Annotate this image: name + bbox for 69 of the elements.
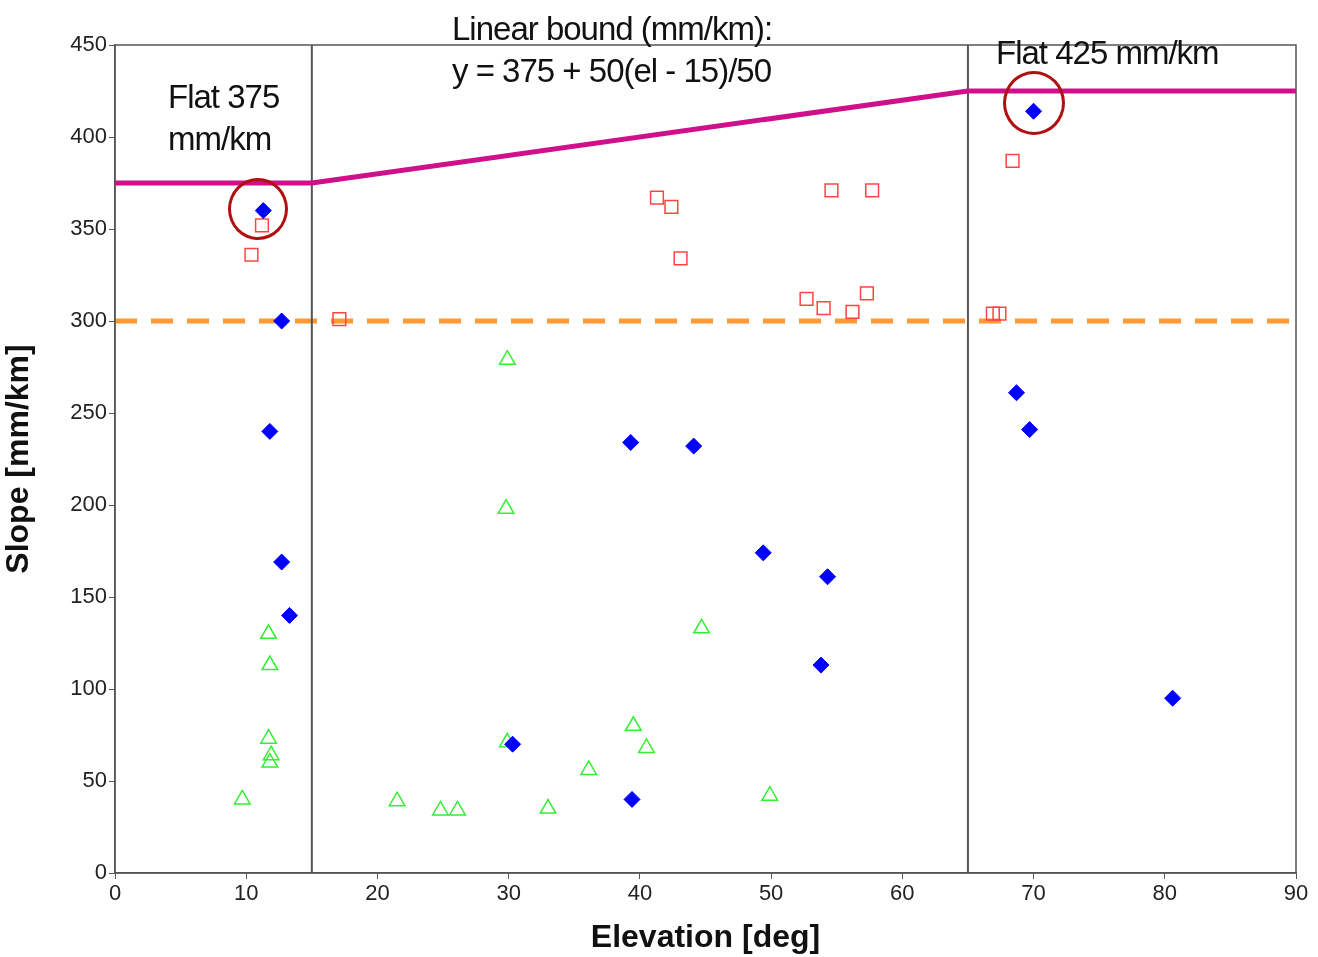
point xyxy=(623,790,641,808)
point xyxy=(664,199,679,215)
x-tick-label: 90 xyxy=(1283,880,1309,906)
point xyxy=(254,218,270,233)
y-tick-label: 250 xyxy=(70,399,107,425)
point xyxy=(1164,689,1182,707)
annotation: Linear bound (mm/km): y = 375 + 50(el - 15)/50 xyxy=(452,9,773,91)
point xyxy=(624,716,642,732)
annotation: Flat 425 mm/km xyxy=(996,33,1219,73)
y-tick-label: 150 xyxy=(70,583,107,609)
point xyxy=(497,498,515,514)
x-tick-label: 50 xyxy=(758,880,784,906)
point xyxy=(859,286,875,301)
point xyxy=(985,306,1000,321)
y-tick-label: 0 xyxy=(94,859,107,885)
y-tick-label: 350 xyxy=(70,215,107,241)
point xyxy=(431,800,449,816)
point xyxy=(281,606,299,624)
point xyxy=(448,800,467,816)
point xyxy=(233,789,251,805)
point xyxy=(637,738,655,754)
y-tick-label: 300 xyxy=(70,307,107,333)
point xyxy=(824,183,839,198)
point xyxy=(273,312,291,330)
y-tick-label: 50 xyxy=(82,767,107,793)
x-tick-label: 60 xyxy=(890,880,915,906)
x-tick-label: 40 xyxy=(627,880,653,906)
point xyxy=(261,655,279,671)
y-tick-label: 100 xyxy=(70,675,107,701)
point xyxy=(261,422,279,440)
point xyxy=(845,304,860,319)
point xyxy=(244,247,259,262)
point xyxy=(1021,421,1039,439)
point xyxy=(261,752,279,768)
point xyxy=(865,183,880,198)
point xyxy=(332,312,347,327)
point xyxy=(685,437,703,455)
point xyxy=(812,656,830,674)
point xyxy=(504,735,522,753)
point xyxy=(259,624,278,640)
point xyxy=(754,544,772,562)
point xyxy=(259,728,278,744)
point xyxy=(1005,153,1020,169)
y-axis-title: Slope [mm/km] xyxy=(0,344,36,574)
x-tick-label: 70 xyxy=(1021,880,1046,906)
point xyxy=(273,553,291,571)
y-tick-label: 200 xyxy=(70,491,107,517)
point xyxy=(799,291,814,307)
point xyxy=(673,251,688,266)
point xyxy=(622,433,640,451)
point xyxy=(819,568,837,586)
point xyxy=(761,785,779,801)
x-tick-label: 30 xyxy=(496,880,521,906)
point xyxy=(816,301,831,316)
point xyxy=(388,791,406,807)
point xyxy=(992,306,1007,321)
point xyxy=(1008,384,1025,402)
point xyxy=(580,760,598,776)
x-tick-label: 10 xyxy=(233,880,259,906)
point xyxy=(649,190,665,205)
point xyxy=(262,745,280,761)
point xyxy=(693,618,711,634)
x-tick-label: 20 xyxy=(365,880,390,906)
x-axis-title: Elevation [deg] xyxy=(590,917,821,954)
point xyxy=(539,798,557,814)
y-tick-label: 450 xyxy=(70,31,107,57)
annotation: Flat 375 mm/km xyxy=(168,77,280,159)
y-tick-label: 400 xyxy=(70,123,107,149)
x-tick-label: 80 xyxy=(1152,880,1178,906)
